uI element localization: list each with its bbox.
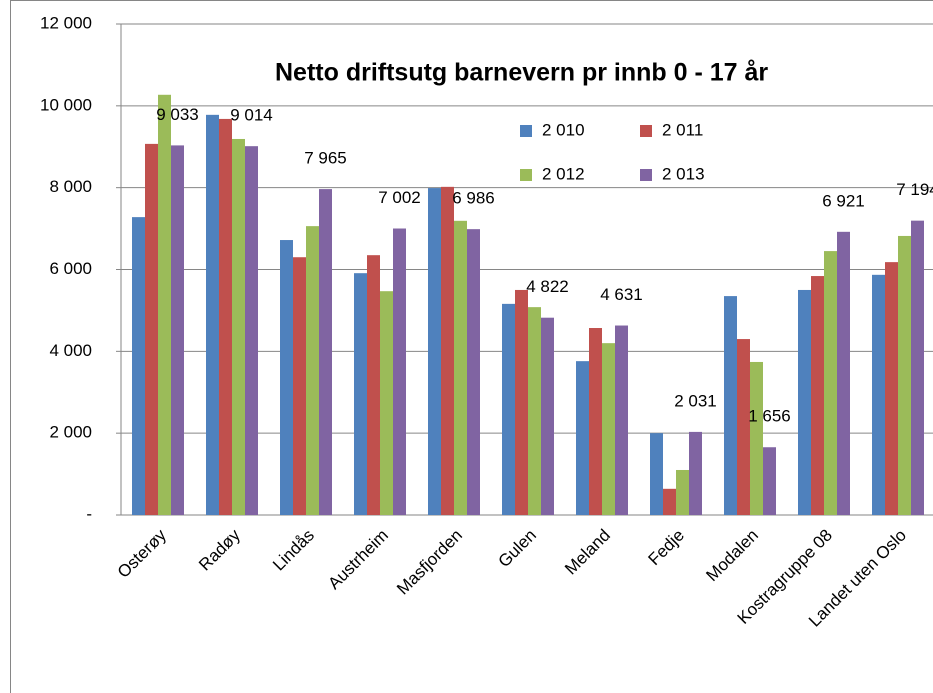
bar xyxy=(811,276,824,515)
bar xyxy=(528,307,541,515)
bar xyxy=(293,257,306,515)
bar xyxy=(319,189,332,515)
bar xyxy=(885,262,898,515)
bar xyxy=(676,469,689,515)
bar xyxy=(763,447,776,515)
bar xyxy=(911,220,924,515)
bar xyxy=(280,240,293,516)
bar xyxy=(737,339,750,515)
bar xyxy=(602,343,615,515)
data-label: 7 194 xyxy=(896,180,933,199)
bar xyxy=(724,296,737,515)
bar xyxy=(576,361,589,515)
y-tick-label: 10 000 xyxy=(40,95,92,114)
chart-title: Netto driftsutg barnevern pr innb 0 - 17… xyxy=(275,59,768,87)
y-tick-label: 8 000 xyxy=(49,177,92,196)
bar xyxy=(232,138,245,515)
legend-swatch xyxy=(520,125,532,137)
data-label: 9 033 xyxy=(156,105,199,124)
bar xyxy=(589,328,602,515)
bar xyxy=(650,433,663,515)
bar xyxy=(206,114,219,516)
bar xyxy=(872,274,885,515)
data-label: 7 965 xyxy=(304,149,347,168)
legend-label: 2 012 xyxy=(542,164,585,183)
data-label: 2 031 xyxy=(674,391,717,410)
legend-label: 2 011 xyxy=(662,120,703,139)
data-label: 1 656 xyxy=(748,407,791,426)
bar xyxy=(824,251,837,515)
data-label: 4 822 xyxy=(526,277,569,296)
bar xyxy=(837,231,850,516)
bar xyxy=(515,289,528,515)
bar xyxy=(158,94,171,516)
bar xyxy=(245,146,258,515)
bar xyxy=(132,217,145,516)
legend-swatch xyxy=(640,125,652,137)
y-tick-label: 12 000 xyxy=(40,13,92,32)
y-tick-label: - xyxy=(86,504,92,523)
bar xyxy=(454,220,467,515)
y-tick-label: 4 000 xyxy=(49,341,92,360)
data-label: 4 631 xyxy=(600,285,643,304)
legend-swatch xyxy=(520,169,532,181)
legend-label: 2 010 xyxy=(542,120,585,139)
y-tick-label: 2 000 xyxy=(49,423,92,442)
bar xyxy=(354,273,367,515)
bar xyxy=(798,289,811,515)
bar xyxy=(502,303,515,515)
bar xyxy=(441,186,454,515)
bar xyxy=(541,317,554,515)
bar xyxy=(750,361,763,515)
bar xyxy=(171,145,184,515)
y-tick-label: 6 000 xyxy=(49,259,92,278)
bar xyxy=(367,255,380,515)
legend-swatch xyxy=(640,169,652,181)
bar xyxy=(663,488,676,515)
data-label: 6 921 xyxy=(822,191,865,210)
bar xyxy=(145,143,158,515)
bar xyxy=(428,188,441,515)
data-label: 7 002 xyxy=(378,188,421,207)
data-label: 6 986 xyxy=(452,189,495,208)
bar xyxy=(615,325,628,515)
bar xyxy=(306,226,319,515)
bar xyxy=(689,431,702,515)
bar xyxy=(898,235,911,515)
bar xyxy=(393,228,406,515)
legend-label: 2 013 xyxy=(662,164,705,183)
data-label: 9 014 xyxy=(230,106,273,125)
bar xyxy=(219,118,232,515)
bar xyxy=(380,291,393,515)
bar xyxy=(467,229,480,515)
